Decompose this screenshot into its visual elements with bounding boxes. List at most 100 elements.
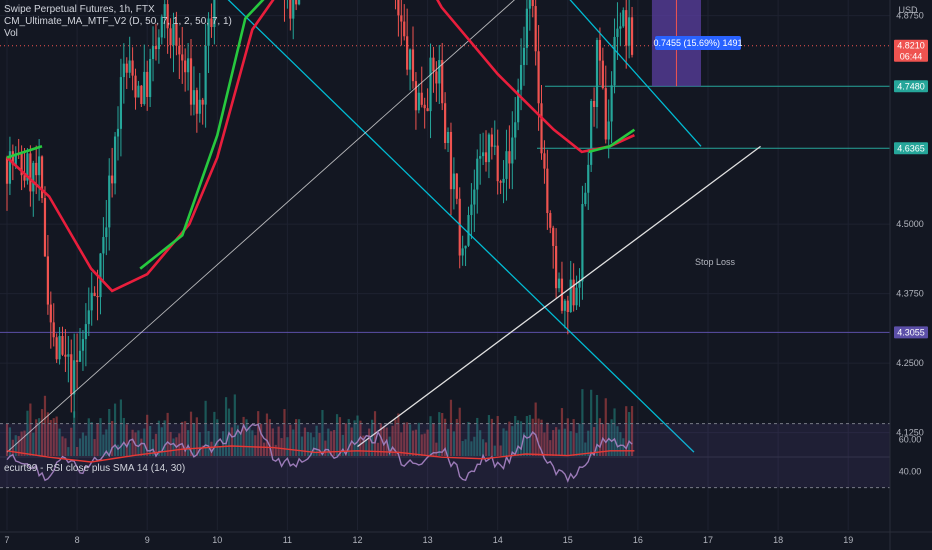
candle-body bbox=[201, 99, 204, 105]
candle-body bbox=[166, 4, 169, 29]
volume-bar bbox=[32, 432, 35, 456]
volume-bar bbox=[108, 408, 111, 456]
volume-bar bbox=[400, 432, 403, 456]
volume-label[interactable]: Vol bbox=[4, 28, 18, 39]
volume-bar bbox=[248, 427, 251, 456]
volume-bar bbox=[441, 412, 444, 456]
volume-bar bbox=[245, 419, 248, 456]
candle-body bbox=[55, 337, 58, 360]
volume-bar bbox=[184, 421, 187, 456]
candle-body bbox=[432, 57, 435, 72]
volume-bar bbox=[55, 416, 58, 456]
trendline-rising-thin bbox=[6, 0, 515, 453]
volume-bar bbox=[525, 416, 529, 456]
volume-bar bbox=[613, 408, 616, 456]
rsi-legend[interactable]: ecurt99 - RSI close plus SMA 14 (14, 30) bbox=[4, 463, 186, 474]
volume-bar bbox=[268, 419, 271, 456]
candle-body bbox=[587, 164, 590, 193]
volume-bar bbox=[61, 436, 64, 456]
candle-body bbox=[128, 60, 131, 73]
volume-bar bbox=[394, 419, 397, 456]
volume-bar bbox=[557, 429, 561, 456]
candle-body bbox=[514, 122, 517, 138]
volume-bar bbox=[584, 442, 587, 456]
candle-body bbox=[143, 71, 146, 105]
volume-bar bbox=[242, 416, 245, 456]
candle-body bbox=[289, 0, 292, 19]
volume-bar bbox=[543, 432, 546, 456]
price-badge-label: 4.6365 bbox=[897, 143, 925, 153]
symbol-title[interactable]: Swipe Perpetual Futures, 1h, FTX bbox=[4, 4, 155, 15]
candle-body bbox=[400, 15, 403, 22]
price-badge bbox=[894, 326, 928, 339]
volume-bar bbox=[207, 431, 210, 456]
volume-bar bbox=[149, 425, 152, 456]
ma-green-line bbox=[588, 128, 636, 154]
price-badge bbox=[894, 142, 928, 155]
price-tick-label: 4.1250 bbox=[896, 428, 924, 438]
volume-bar bbox=[70, 427, 73, 456]
volume-bar bbox=[113, 403, 117, 456]
candle-body bbox=[84, 324, 87, 340]
candle-body bbox=[543, 153, 546, 169]
volume-bar bbox=[295, 419, 298, 456]
candle-body bbox=[484, 152, 488, 163]
candle-body bbox=[502, 178, 505, 183]
volume-bar bbox=[201, 445, 204, 456]
rsi-tick-label: 60.00 bbox=[899, 435, 922, 445]
volume-bar bbox=[84, 435, 87, 456]
volume-bar bbox=[338, 417, 342, 456]
volume-bar bbox=[90, 422, 93, 456]
candle-body bbox=[140, 85, 143, 105]
candle-body bbox=[32, 162, 35, 192]
candle-body bbox=[592, 101, 596, 107]
price-badge bbox=[894, 39, 928, 62]
candle-body bbox=[178, 45, 181, 55]
candle-body bbox=[441, 60, 444, 104]
volume-bar bbox=[464, 439, 467, 456]
candle-body bbox=[96, 296, 99, 298]
volume-bar bbox=[534, 402, 537, 456]
price-badge-label: 4.8210 bbox=[897, 41, 925, 51]
countdown-label: 06:44 bbox=[900, 52, 923, 62]
candle-body bbox=[213, 0, 216, 28]
trendline-channel-upper bbox=[569, 0, 702, 147]
candle-body bbox=[20, 153, 23, 176]
volume-bar bbox=[216, 419, 219, 456]
candle-body bbox=[172, 23, 175, 46]
volume-bar bbox=[8, 427, 12, 456]
volume-bar bbox=[111, 420, 114, 456]
volume-bar bbox=[587, 430, 590, 456]
volume-bar bbox=[327, 428, 330, 456]
indicator-label[interactable]: CM_Ultimate_MA_MTF_V2 (D, 50, 7, 1, 2, 5… bbox=[4, 16, 232, 27]
volume-bar bbox=[160, 427, 163, 456]
time-tick-label: 9 bbox=[145, 535, 150, 545]
volume-bar bbox=[362, 435, 365, 456]
price-badge bbox=[894, 80, 928, 93]
candle-body bbox=[90, 292, 93, 311]
volume-bar bbox=[476, 417, 479, 456]
volume-bar bbox=[11, 439, 14, 456]
candle-body bbox=[61, 336, 64, 355]
volume-bar bbox=[438, 412, 441, 456]
rsi-tick-label: 40.00 bbox=[899, 467, 922, 477]
volume-bar bbox=[484, 442, 488, 456]
candle-body bbox=[613, 36, 616, 86]
volume-bar bbox=[67, 447, 70, 456]
volume-bar bbox=[333, 429, 336, 456]
volume-bar bbox=[49, 419, 52, 456]
volume-bar bbox=[140, 438, 143, 456]
volume-bar bbox=[128, 443, 131, 456]
volume-bar bbox=[99, 418, 102, 456]
candle-body bbox=[157, 37, 160, 50]
ma-green-line bbox=[139, 0, 265, 270]
candle-body bbox=[134, 75, 137, 98]
candle-body bbox=[490, 134, 493, 147]
volume-bar bbox=[58, 428, 61, 456]
volume-bar bbox=[119, 399, 123, 456]
volume-bar bbox=[359, 420, 362, 456]
volume-bar bbox=[154, 433, 158, 456]
candle-body bbox=[403, 21, 406, 37]
candle-body bbox=[210, 18, 213, 28]
